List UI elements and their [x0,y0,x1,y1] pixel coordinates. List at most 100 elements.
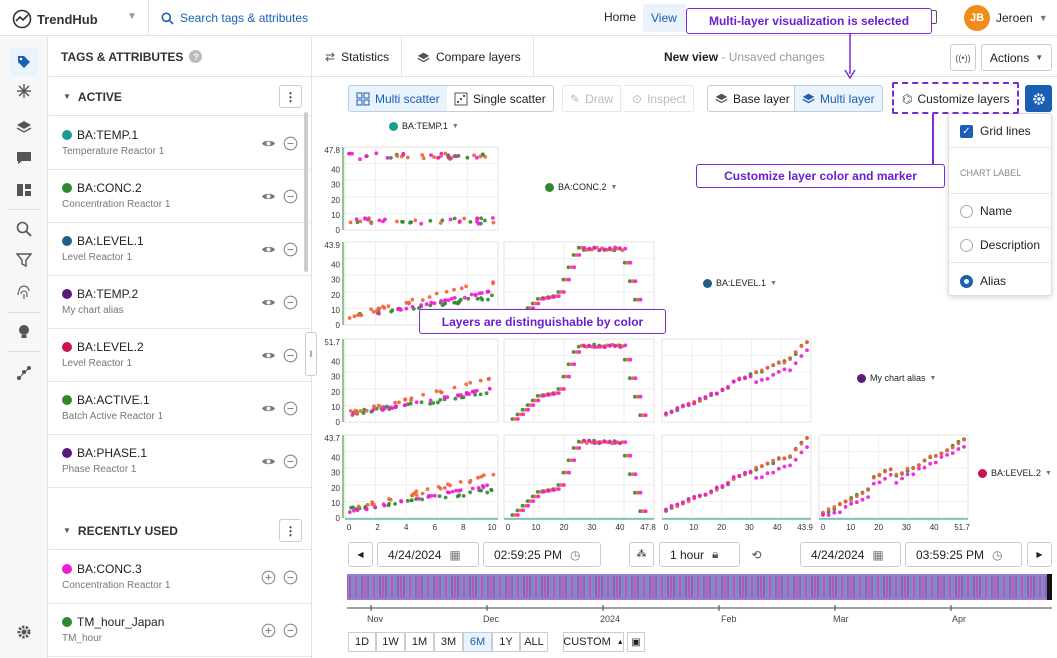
tag-row[interactable]: BA:LEVEL.1 Level Reactor 1 [49,223,311,276]
calendar-button[interactable]: ▣ [627,632,645,652]
tag-row[interactable]: BA:PHASE.1 Phase Reactor 1 [49,435,311,488]
fingerprint-icon[interactable] [10,279,38,307]
custom-range-button[interactable]: CUSTOM ▲ [563,632,624,652]
tag-color-dot[interactable] [62,130,72,140]
remove-circle-icon[interactable] [283,348,298,363]
recent-section-header[interactable]: ▼ RECENTLY USED ⋮ [49,512,311,550]
comment-icon[interactable] [10,144,38,172]
base-layer-button[interactable]: Base layer [707,85,798,112]
eye-icon[interactable] [261,189,276,204]
matrix-label-conc2[interactable]: BA:CONC.2 ▼ [545,182,618,192]
range-button-1m[interactable]: 1M [405,632,434,652]
tag-row[interactable]: BA:TEMP.2 My chart alias [49,276,311,329]
user-menu[interactable]: JB Jeroen ▼ [964,5,1048,31]
chart-label-option-description[interactable]: Description [960,238,1040,252]
range-button-1w[interactable]: 1W [376,632,405,652]
tag-color-dot[interactable] [62,183,72,193]
next-range-button[interactable]: ▶ [1027,542,1052,567]
eye-icon[interactable] [261,136,276,151]
tab-compare-layers[interactable]: Compare layers [405,37,534,77]
help-icon[interactable]: ? [189,50,203,63]
range-button-3m[interactable]: 3M [434,632,463,652]
tag-color-dot[interactable] [62,448,72,458]
tag-color-dot[interactable] [62,342,72,352]
multi-scatter-button[interactable]: Multi scatter [348,85,448,112]
add-circle-icon[interactable] [261,623,276,638]
range-button-6m[interactable]: 6M [463,632,492,652]
duration-field[interactable]: 1 hour 🔒︎ [659,542,740,567]
app-menu-caret-icon[interactable]: ▼ [127,11,137,22]
tag-row[interactable]: BA:ACTIVE.1 Batch Active Reactor 1 [49,382,311,435]
navigator-handle[interactable] [1047,574,1052,600]
eye-icon[interactable] [261,242,276,257]
chart-label-option-alias[interactable]: Alias [960,274,1006,288]
eye-icon[interactable] [261,295,276,310]
scatter-analysis-icon[interactable] [10,359,38,387]
start-time-field[interactable]: 02:59:25 PM ◷ [483,542,601,567]
remove-circle-icon[interactable] [283,623,298,638]
nav-view[interactable]: View [643,4,686,32]
matrix-label-temp1[interactable]: BA:TEMP.1 ▼ [389,121,459,131]
grid-lines-checkbox[interactable]: ✓ Grid lines [960,124,1031,138]
broadcast-button[interactable]: ((•)) [950,44,976,71]
tag-color-dot[interactable] [62,289,72,299]
tag-color-dot[interactable] [62,564,72,574]
nav-home[interactable]: Home [604,10,637,24]
remove-circle-icon[interactable] [283,454,298,469]
chart-label-option-name[interactable]: Name [960,204,1012,218]
eye-icon[interactable] [261,454,276,469]
remove-circle-icon[interactable] [283,136,298,151]
remove-circle-icon[interactable] [283,570,298,585]
draw-button[interactable]: ✎ Draw [562,85,622,112]
lightbulb-icon[interactable] [10,318,38,346]
scatter-panel[interactable] [344,146,499,231]
panel-resize-handle[interactable]: ‖ [305,332,317,376]
tag-color-dot[interactable] [62,236,72,246]
filter-icon[interactable] [10,246,38,274]
layers-icon[interactable] [10,113,38,141]
app-logo[interactable]: TrendHub [12,9,98,29]
tag-row[interactable]: BA:CONC.3 Concentration Reactor 1 [49,551,311,604]
asset-tree-icon[interactable] [10,77,38,105]
eye-icon[interactable] [261,348,276,363]
remove-circle-icon[interactable] [283,295,298,310]
tag-color-dot[interactable] [62,617,72,627]
dashboard-icon[interactable] [10,176,38,204]
remove-circle-icon[interactable] [283,401,298,416]
inspect-button[interactable]: ⊙ Inspect [625,85,694,112]
add-circle-icon[interactable] [261,570,276,585]
actions-button[interactable]: Actions ▼ [981,44,1052,71]
gear-icon[interactable] [10,618,38,646]
scatter-panel[interactable] [818,434,969,519]
matrix-label-level2[interactable]: BA:LEVEL.2 ▼ [978,468,1052,478]
tag-row[interactable]: TM_hour_Japan TM_hour [49,604,311,657]
active-menu-button[interactable]: ⋮ [279,85,302,108]
settings-button[interactable] [1025,85,1052,112]
single-scatter-button[interactable]: Single scatter [447,85,554,112]
matrix-label-level1[interactable]: BA:LEVEL.1 ▼ [703,278,777,288]
eye-icon[interactable] [261,401,276,416]
scatter-panel[interactable] [661,338,812,423]
start-date-field[interactable]: 4/24/2024 ▦ [377,542,479,567]
timeline-navigator[interactable] [347,572,1052,612]
tag-icon[interactable] [10,48,38,76]
scatter-panel[interactable] [344,338,499,423]
panel-scrollbar[interactable] [304,112,308,272]
search-input[interactable]: Search tags & attributes [148,0,316,36]
tag-color-dot[interactable] [62,395,72,405]
tag-row[interactable]: BA:CONC.2 Concentration Reactor 1 [49,170,311,223]
tag-row[interactable]: BA:LEVEL.2 Level Reactor 1 [49,329,311,382]
prev-range-button[interactable]: ◀ [348,542,373,567]
remove-circle-icon[interactable] [283,189,298,204]
scatter-panel[interactable] [661,434,812,519]
history-button[interactable]: ⟲ [744,542,769,567]
range-button-all[interactable]: ALL [520,632,548,652]
active-section-header[interactable]: ▼ ACTIVE ⋮ [49,78,311,116]
end-time-field[interactable]: 03:59:25 PM ◷ [905,542,1022,567]
range-button-1d[interactable]: 1D [348,632,376,652]
tab-statistics[interactable]: ⇄ Statistics [313,37,403,77]
end-date-field[interactable]: 4/24/2024 ▦ [800,542,901,567]
magnifier-icon[interactable] [10,215,38,243]
multi-layer-button[interactable]: Multi layer [794,85,883,112]
range-button-1y[interactable]: 1Y [492,632,520,652]
